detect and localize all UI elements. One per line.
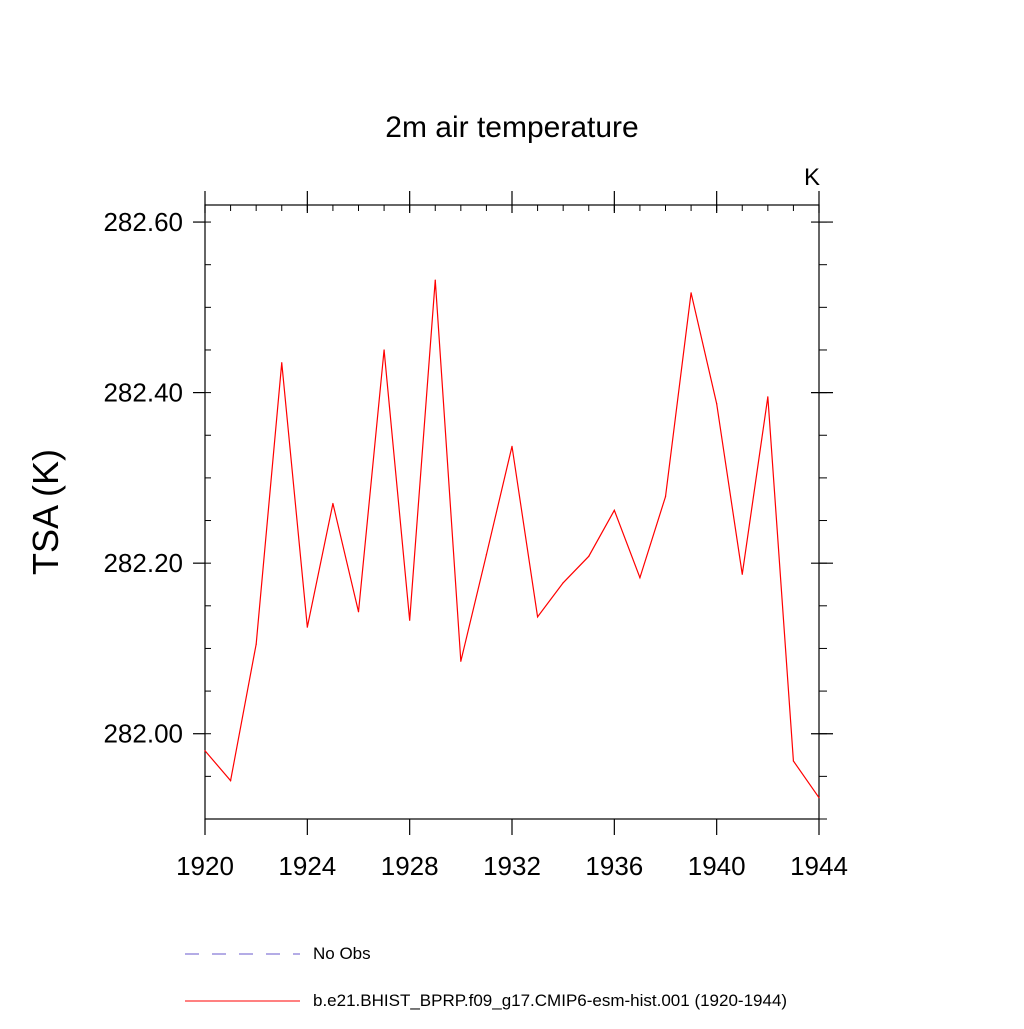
data-point bbox=[485, 554, 488, 556]
data-series bbox=[204, 279, 820, 799]
legend-label-no-obs: No Obs bbox=[313, 944, 371, 963]
y-tick-label: 282.00 bbox=[103, 719, 183, 749]
y-tick-label: 282.40 bbox=[103, 378, 183, 408]
data-point bbox=[511, 445, 513, 447]
data-point bbox=[562, 582, 564, 584]
x-tick-label: 1940 bbox=[688, 851, 746, 881]
data-point bbox=[281, 362, 283, 364]
data-point bbox=[204, 750, 206, 752]
legend: No Obs b.e21.BHIST_BPRP.f09_g17.CMIP6-es… bbox=[185, 944, 787, 1010]
data-point bbox=[460, 660, 462, 662]
data-point bbox=[588, 555, 590, 557]
x-tick-label: 1936 bbox=[585, 851, 643, 881]
units-label: K bbox=[804, 164, 820, 191]
data-point bbox=[767, 396, 769, 398]
data-point bbox=[818, 797, 820, 799]
x-tick-label: 1944 bbox=[790, 851, 848, 881]
data-point bbox=[639, 577, 641, 579]
data-point bbox=[690, 292, 692, 294]
y-tick-label: 282.20 bbox=[103, 548, 183, 578]
y-axis-label: TSA (K) bbox=[25, 449, 66, 575]
x-tick-label: 1924 bbox=[278, 851, 336, 881]
data-point bbox=[613, 509, 615, 511]
data-point bbox=[664, 496, 667, 498]
y-tick-label: 282.60 bbox=[103, 207, 183, 237]
data-point bbox=[536, 616, 539, 618]
data-point bbox=[332, 502, 334, 505]
data-point bbox=[741, 573, 743, 575]
series-line bbox=[204, 279, 820, 799]
x-tick-label: 1928 bbox=[381, 851, 439, 881]
chart-title: 2m air temperature bbox=[385, 111, 638, 144]
data-point bbox=[383, 349, 385, 351]
axis-ticks bbox=[193, 191, 833, 835]
data-point bbox=[357, 611, 360, 613]
tick-labels: 282.00 282.20 282.40 282.60 1920 1924 1928 1932… bbox=[103, 207, 847, 881]
data-point bbox=[716, 403, 718, 405]
data-point bbox=[229, 780, 232, 782]
data-point bbox=[434, 279, 436, 281]
x-tick-label: 1932 bbox=[483, 851, 541, 881]
data-point bbox=[409, 619, 411, 621]
plot-frame bbox=[204, 204, 820, 820]
data-point bbox=[306, 626, 308, 628]
x-tick-label: 1920 bbox=[176, 851, 234, 881]
data-point bbox=[792, 760, 795, 762]
data-point bbox=[255, 643, 257, 645]
legend-label-model-run: b.e21.BHIST_BPRP.f09_g17.CMIP6-esm-hist.… bbox=[313, 991, 787, 1010]
